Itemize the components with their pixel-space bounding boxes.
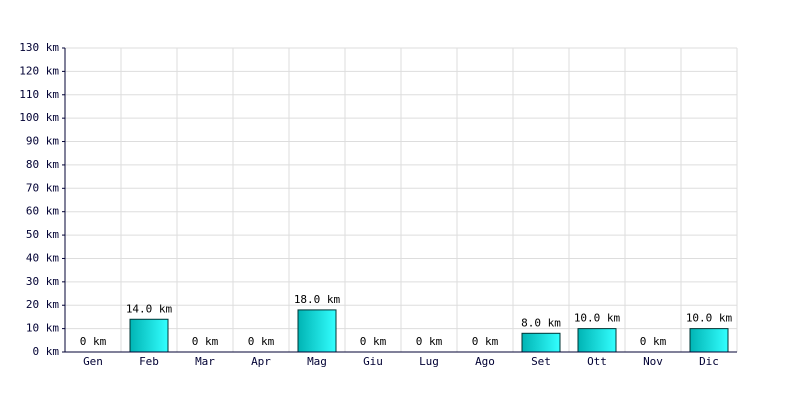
bar (689, 328, 729, 353)
x-tick-label: Nov (643, 355, 663, 368)
x-tick-label: Ott (587, 355, 607, 368)
y-tick-label: 40 km (26, 251, 59, 264)
x-tick-label: Lug (419, 355, 439, 368)
bar (297, 309, 337, 353)
y-tick-label: 100 km (19, 111, 59, 124)
y-tick-label: 50 km (26, 228, 59, 241)
data-label: 0 km (472, 335, 499, 348)
x-tick-label: Dic (699, 355, 719, 368)
x-tick-label: Giu (363, 355, 383, 368)
data-label: 14.0 km (126, 302, 173, 315)
y-tick-label: 20 km (26, 298, 59, 311)
y-tick-label: 90 km (26, 135, 59, 148)
bar (129, 318, 169, 353)
data-label: 18.0 km (294, 293, 341, 306)
data-label: 0 km (416, 335, 443, 348)
x-tick-label: Mag (307, 355, 327, 368)
bar (521, 332, 561, 353)
y-tick-label: 70 km (26, 181, 59, 194)
x-tick-label: Gen (83, 355, 103, 368)
data-label: 0 km (248, 335, 275, 348)
bar (577, 328, 617, 353)
data-label: 0 km (80, 335, 107, 348)
y-tick-label: 120 km (19, 64, 59, 77)
y-tick-label: 10 km (26, 322, 59, 335)
data-label: 10.0 km (574, 312, 621, 325)
y-tick-label: 30 km (26, 275, 59, 288)
x-tick-label: Feb (139, 355, 159, 368)
x-tick-label: Mar (195, 355, 215, 368)
data-label: 0 km (640, 335, 667, 348)
x-tick-label: Ago (475, 355, 495, 368)
x-tick-label: Set (531, 355, 551, 368)
data-label: 8.0 km (521, 316, 561, 329)
y-tick-label: 0 km (33, 345, 60, 358)
y-tick-label: 130 km (19, 41, 59, 54)
y-tick-label: 110 km (19, 88, 59, 101)
data-label: 0 km (192, 335, 219, 348)
data-label: 0 km (360, 335, 387, 348)
data-label: 10.0 km (686, 312, 733, 325)
x-tick-label: Apr (251, 355, 271, 368)
y-tick-label: 80 km (26, 158, 59, 171)
y-tick-label: 60 km (26, 205, 59, 218)
